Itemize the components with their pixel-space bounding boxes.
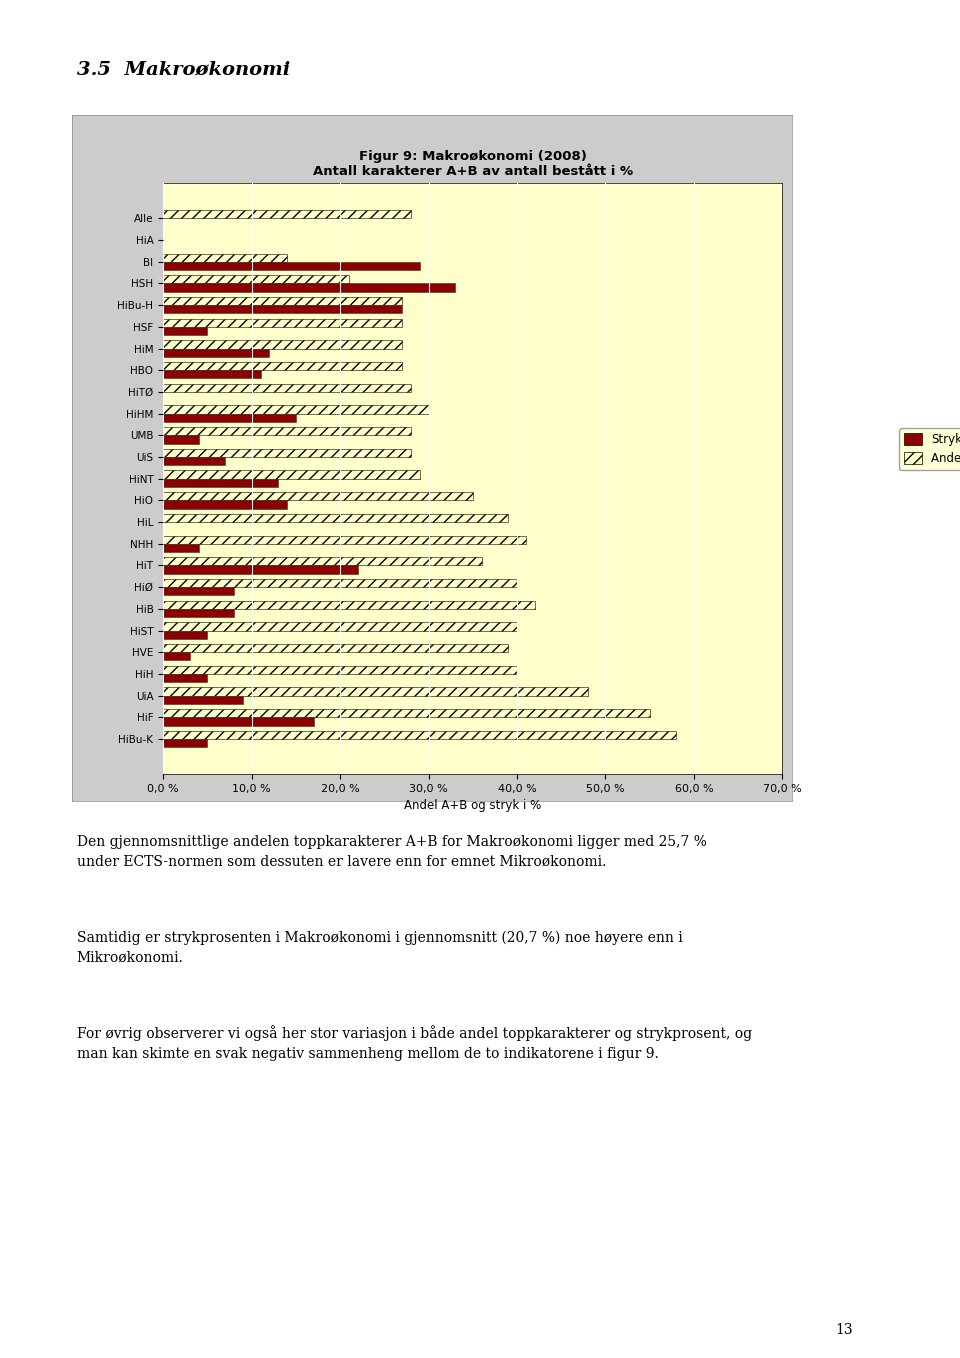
Bar (163, 327, 207, 335)
Bar (163, 492, 472, 500)
Bar (163, 384, 411, 392)
Bar (163, 262, 420, 270)
Bar (163, 363, 402, 371)
Text: For øvrig observerer vi også her stor variasjon i både andel toppkarakterer og s: For øvrig observerer vi også her stor va… (77, 1025, 752, 1061)
Bar (163, 448, 411, 458)
Bar (163, 371, 260, 379)
Bar (163, 414, 296, 422)
Text: 3.5  Makroøkonomi: 3.5 Makroøkonomi (77, 61, 290, 79)
Bar (163, 709, 650, 717)
Bar (163, 513, 508, 521)
Bar (163, 341, 402, 349)
Text: 13: 13 (835, 1323, 852, 1336)
Bar (163, 426, 411, 436)
Bar (163, 349, 270, 357)
Bar (163, 276, 349, 284)
Bar (163, 608, 234, 617)
Bar (163, 458, 225, 466)
Bar (163, 436, 199, 444)
Text: Den gjennomsnittlige andelen toppkarakterer A+B for Makroøkonomi ligger med 25,7: Den gjennomsnittlige andelen toppkarakte… (77, 835, 707, 869)
Bar (163, 557, 482, 565)
Bar (163, 284, 455, 292)
Bar (163, 470, 420, 479)
Bar (163, 687, 588, 695)
Bar (163, 731, 676, 739)
Title: Figur 9: Makroøkonomi (2008)
Antall karakterer A+B av antall bestått i %: Figur 9: Makroøkonomi (2008) Antall kara… (313, 149, 633, 178)
Bar (163, 674, 207, 682)
Bar (163, 319, 402, 327)
Bar (163, 652, 190, 660)
Bar (163, 600, 535, 608)
Bar (163, 535, 526, 543)
Bar (163, 297, 402, 306)
Bar (163, 478, 278, 488)
Bar (163, 565, 358, 573)
Bar (163, 587, 234, 595)
Bar (163, 500, 287, 509)
X-axis label: Andel A+B og stryk i %: Andel A+B og stryk i % (404, 800, 541, 812)
Bar (163, 695, 243, 703)
Bar (163, 739, 207, 747)
Text: Samtidig er strykprosenten i Makroøkonomi i gjennomsnitt (20,7 %) noe høyere enn: Samtidig er strykprosenten i Makroøkonom… (77, 930, 683, 964)
Bar (163, 717, 314, 725)
Bar (163, 622, 517, 630)
Bar (163, 406, 428, 414)
Bar (163, 254, 287, 262)
Bar (163, 210, 411, 219)
Bar (163, 665, 517, 674)
Bar (163, 306, 402, 314)
Bar (163, 579, 517, 587)
Bar (163, 543, 199, 551)
Bar (163, 630, 207, 638)
Legend: Strykprosent, Andel A+B: Strykprosent, Andel A+B (900, 429, 960, 470)
Bar (163, 644, 508, 652)
